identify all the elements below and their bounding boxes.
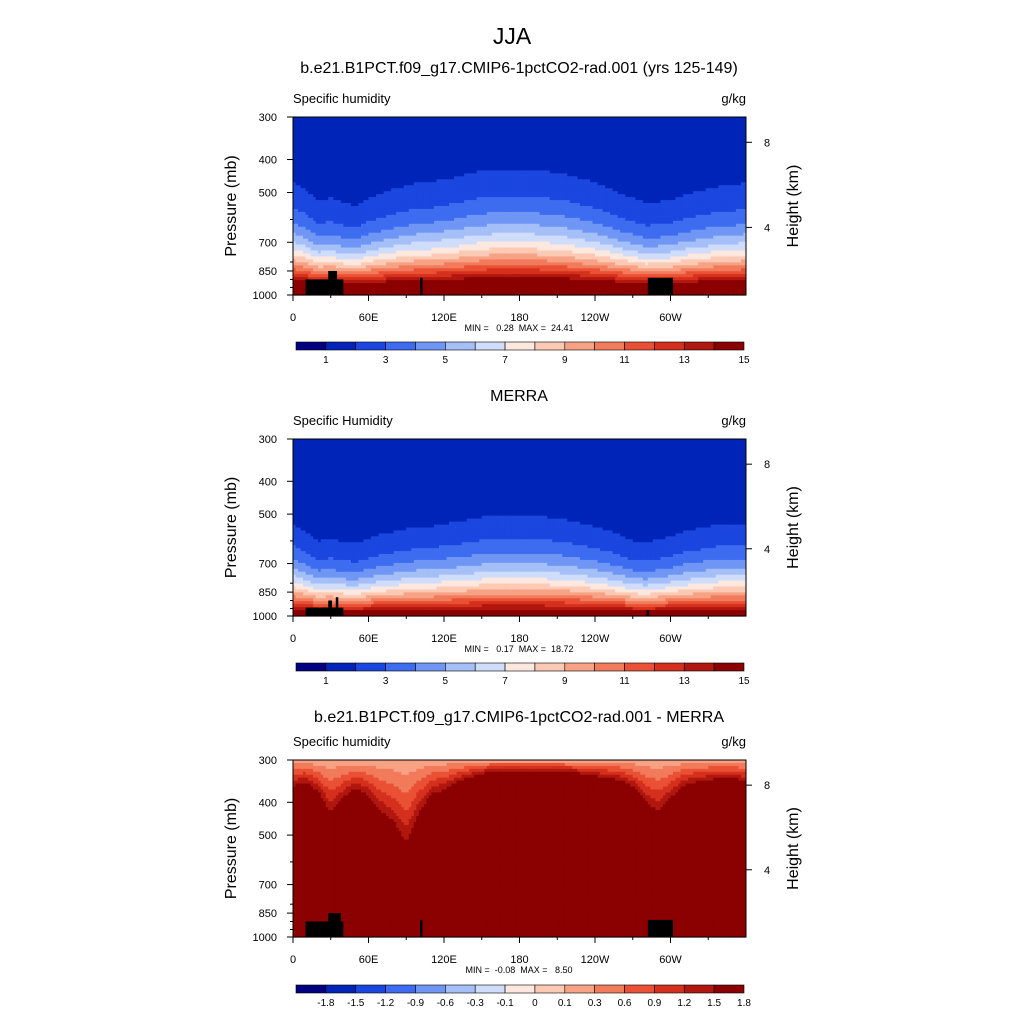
panel-title: b.e21.B1PCT.f09_g17.CMIP6-1pctCO2-rad.00… <box>300 60 738 77</box>
panel-1: b.e21.B1PCT.f09_g17.CMIP6-1pctCO2-rad.00… <box>223 60 802 366</box>
heatmap-field <box>293 117 747 296</box>
variable-label: Specific humidity <box>293 91 391 106</box>
unit-label: g/kg <box>721 91 746 106</box>
figure-title: JJA <box>493 23 532 49</box>
